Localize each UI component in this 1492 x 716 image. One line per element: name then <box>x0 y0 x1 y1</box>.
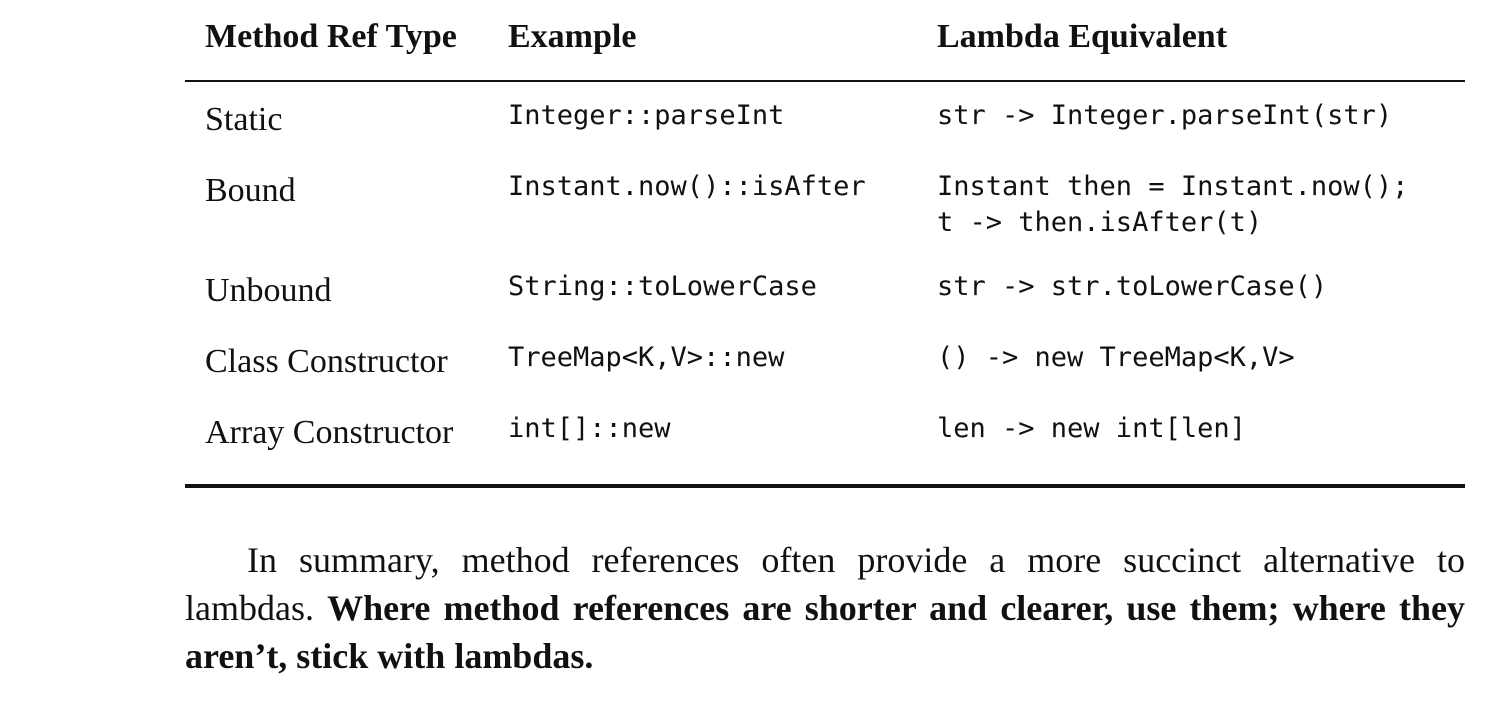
table-row: Bound Instant.now()::isAfter Instant the… <box>185 153 1465 253</box>
header-lambda-equivalent: Lambda Equivalent <box>925 0 1465 82</box>
summary-plain-text: In summary, method references often prov… <box>185 540 1465 628</box>
lambda-cell: len -> new int[len] <box>937 413 1246 444</box>
summary-paragraph: In summary, method references often prov… <box>185 536 1465 680</box>
example-cell: Instant.now()::isAfter <box>508 171 866 202</box>
header-method-ref-type: Method Ref Type <box>185 0 496 82</box>
example-cell: TreeMap<K,V>::new <box>508 342 785 373</box>
summary-bold-text: Where method references are shorter and … <box>185 588 1465 676</box>
table-row: Unbound String::toLowerCase str -> str.t… <box>185 253 1465 324</box>
header-example: Example <box>496 0 925 82</box>
lambda-cell: () -> new TreeMap<K,V> <box>937 342 1295 373</box>
table-row: Array Constructor int[]::new len -> new … <box>185 395 1465 486</box>
table-row: Static Integer::parseInt str -> Integer.… <box>185 81 1465 153</box>
lambda-cell: str -> str.toLowerCase() <box>937 271 1328 302</box>
lambda-cell: Instant then = Instant.now(); t -> then.… <box>937 171 1409 238</box>
example-cell: String::toLowerCase <box>508 271 817 302</box>
type-cell: Array Constructor <box>205 414 454 451</box>
type-cell: Static <box>205 101 283 138</box>
example-cell: int[]::new <box>508 413 671 444</box>
document-page: Method Ref Type Example Lambda Equivalen… <box>185 0 1465 716</box>
method-reference-table: Method Ref Type Example Lambda Equivalen… <box>185 0 1465 488</box>
table-header-row: Method Ref Type Example Lambda Equivalen… <box>185 0 1465 82</box>
type-cell: Class Constructor <box>205 343 448 380</box>
table-row: Class Constructor TreeMap<K,V>::new () -… <box>185 324 1465 395</box>
example-cell: Integer::parseInt <box>508 100 785 131</box>
type-cell: Unbound <box>205 272 332 309</box>
lambda-cell: str -> Integer.parseInt(str) <box>937 100 1393 131</box>
type-cell: Bound <box>205 172 296 209</box>
